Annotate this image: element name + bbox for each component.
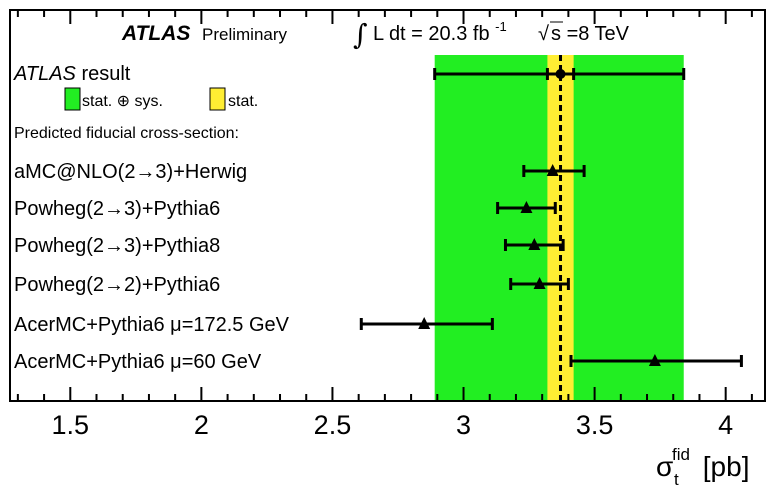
prediction-point-4	[418, 317, 431, 329]
x-axis-sup: fid	[672, 445, 690, 464]
prediction-point-5	[648, 354, 661, 366]
luminosity-exponent: -1	[495, 19, 507, 34]
legend-stat-label: stat.	[228, 93, 258, 110]
x-tick-labels: 1.5 2 2.5 3 3.5 4	[52, 410, 734, 440]
x-tick-label: 2	[194, 410, 209, 440]
energy-value: =8 TeV	[567, 23, 630, 45]
prediction-point-3	[533, 277, 546, 289]
prediction-marks	[359, 68, 743, 367]
measurement-point	[555, 69, 566, 79]
legend-total-swatch	[64, 87, 81, 111]
experiment-label: ATLAS	[121, 22, 190, 45]
prediction-point-2	[528, 238, 541, 250]
legend-total-label: stat. ⊕ sys.	[82, 93, 163, 110]
prediction-point-1	[520, 201, 533, 213]
prediction-labels: aMC@NLO(2→3)+Herwig Powheg(2→3)+Pythia6 Po…	[14, 161, 290, 373]
x-axis-unit: [pb]	[695, 451, 749, 482]
prediction-label-1: Powheg(2→3)+Pythia6	[14, 198, 220, 220]
prediction-label-5: AcerMC+Pythia6 μ=60 GeV	[14, 351, 262, 373]
atlas-result-rest: result	[81, 63, 130, 85]
x-tick-label: 2.5	[314, 410, 352, 440]
prediction-label-3: Powheg(2→2)+Pythia6	[14, 274, 220, 296]
header: ATLAS Preliminary	[121, 22, 288, 45]
x-tick-label: 3	[456, 410, 471, 440]
integral-sign: ∫	[353, 18, 368, 51]
predicted-heading: Predicted fiducial cross-section:	[14, 125, 239, 142]
x-axis-label: σ	[656, 451, 673, 482]
energy: s =8 TeV	[551, 23, 630, 45]
x-axis-symbol: σ	[656, 451, 673, 482]
prediction-point-0	[546, 164, 559, 176]
prediction-label-0: aMC@NLO(2→3)+Herwig	[14, 161, 247, 183]
sqrt-sign: √	[538, 23, 549, 45]
x-axis-sub: t	[674, 470, 679, 489]
plot-frame	[9, 9, 766, 402]
x-axis-ticks	[16, 10, 753, 401]
legend-stat-swatch	[209, 87, 226, 111]
x-tick-label: 3.5	[576, 410, 614, 440]
luminosity-text: L dt = 20.3 fb	[373, 23, 490, 45]
prediction-label-2: Powheg(2→3)+Pythia8	[14, 235, 220, 257]
status-label: Preliminary	[202, 25, 288, 44]
atlas-result-italic: ATLAS	[13, 63, 77, 85]
energy-root: s	[551, 23, 561, 45]
prediction-label-4: AcerMC+Pythia6 μ=172.5 GeV	[14, 314, 290, 336]
x-tick-label: 4	[718, 410, 733, 440]
atlas-result-label: ATLAS result	[13, 63, 131, 85]
luminosity: L dt = 20.3 fb -1	[373, 19, 507, 45]
x-tick-label: 1.5	[52, 410, 90, 440]
